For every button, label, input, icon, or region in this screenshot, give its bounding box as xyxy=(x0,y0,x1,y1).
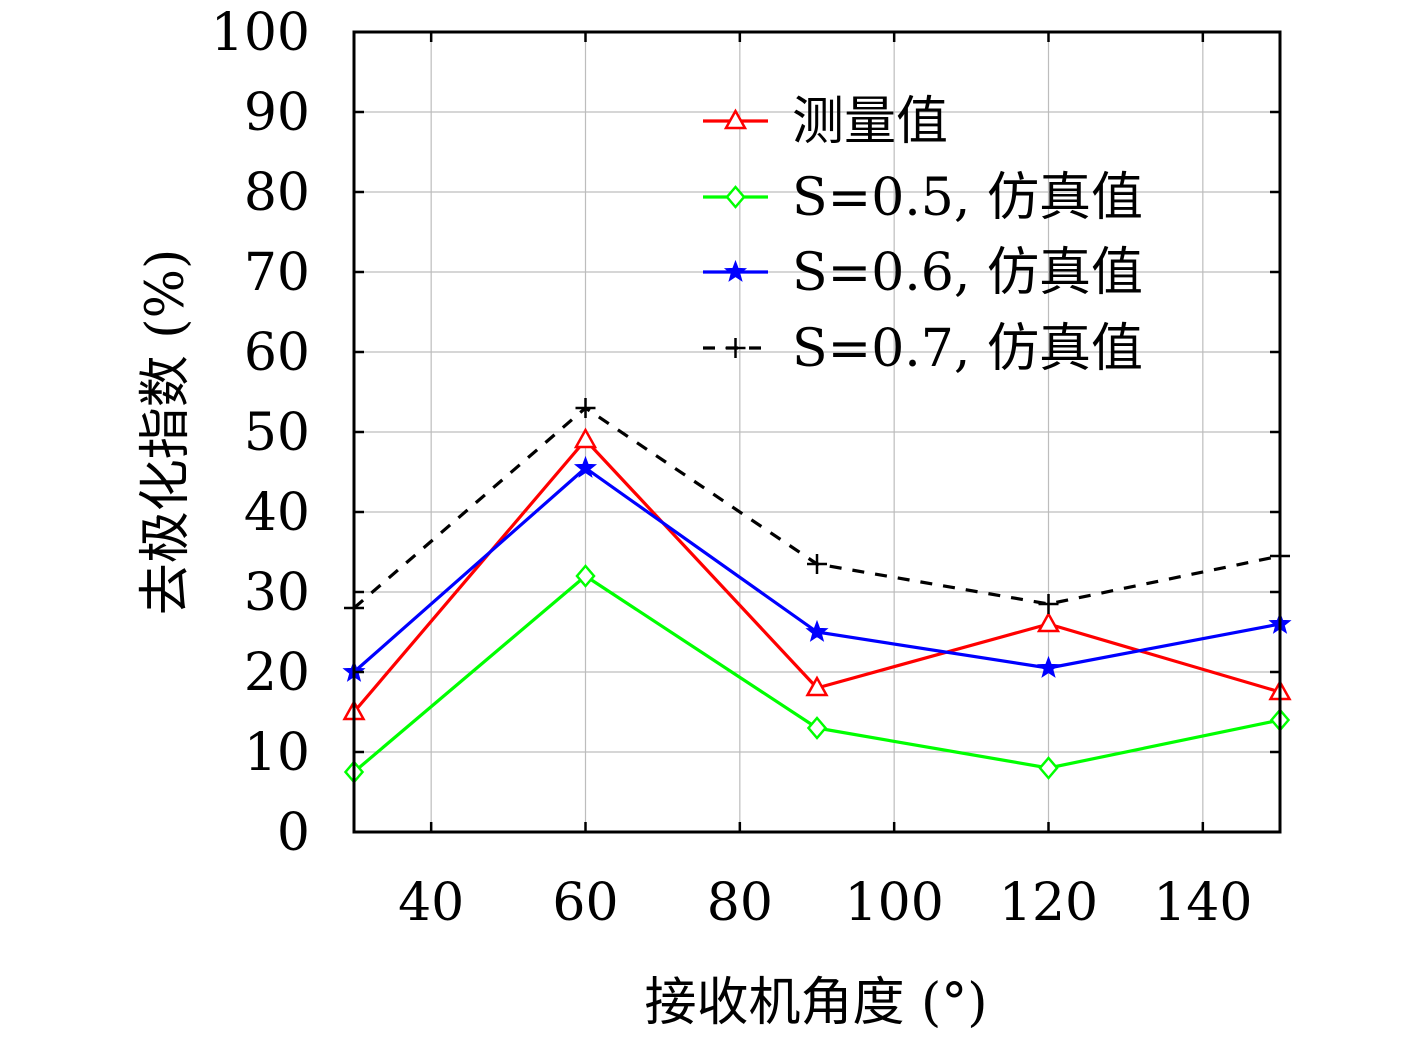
data-point xyxy=(1038,756,1059,780)
legend-entry: S=0.6, 仿真值 xyxy=(703,243,1143,303)
y-tick-label: 60 xyxy=(244,323,310,383)
data-point xyxy=(573,427,598,449)
data-point xyxy=(806,716,828,740)
series-layer xyxy=(342,398,1292,784)
x-tick-label: 60 xyxy=(552,873,618,933)
legend-swatch-marker xyxy=(723,108,748,130)
legend-swatch-marker xyxy=(725,185,746,209)
y-tick-label: 70 xyxy=(244,243,310,303)
legend-label: S=0.6, 仿真值 xyxy=(792,243,1143,303)
y-tick-label: 90 xyxy=(244,83,310,143)
legend-entry: S=0.5, 仿真值 xyxy=(703,168,1143,228)
x-tick-label: 40 xyxy=(398,873,464,933)
data-point xyxy=(807,554,827,574)
data-point xyxy=(575,398,596,418)
y-tick-label: 20 xyxy=(244,643,310,703)
legend-label: S=0.7, 仿真值 xyxy=(792,319,1143,379)
y-axis-label: 去极化指数 (%) xyxy=(136,249,196,616)
legend-entry: 测量值 xyxy=(703,92,948,152)
y-tick-label: 100 xyxy=(211,3,310,63)
y-tick-label: 30 xyxy=(244,563,310,623)
y-tick-label: 40 xyxy=(244,483,310,543)
legend-label: S=0.5, 仿真值 xyxy=(792,168,1143,228)
legend-swatch-marker xyxy=(723,259,748,282)
legend: 测量值 S=0.5, 仿真值 S=0.6, 仿真值 S=0.7, 仿真值 xyxy=(703,92,1143,379)
data-point xyxy=(1036,611,1061,633)
x-tick-label: 80 xyxy=(707,873,773,933)
legend-swatch-marker xyxy=(725,338,746,358)
x-tick-label: 100 xyxy=(845,873,944,933)
data-point xyxy=(805,675,829,697)
y-tick-labels: 0 10 20 30 40 50 60 70 80 90 100 xyxy=(211,3,310,863)
x-tick-label: 120 xyxy=(999,873,1098,933)
series-line xyxy=(352,574,1281,774)
y-tick-label: 50 xyxy=(244,403,310,463)
data-point xyxy=(1036,655,1061,678)
x-tick-label: 140 xyxy=(1153,873,1252,933)
grid-lines xyxy=(354,31,1280,833)
data-point xyxy=(805,619,829,642)
data-point xyxy=(573,455,598,478)
data-point xyxy=(575,564,596,588)
y-tick-label: 10 xyxy=(244,723,310,783)
data-point xyxy=(1038,594,1059,614)
series-1 xyxy=(342,427,1292,721)
y-tick-label: 0 xyxy=(277,803,310,863)
axis-ticks xyxy=(354,30,1280,834)
x-tick-labels: 40 60 80 100 120 140 xyxy=(398,873,1252,933)
y-tick-label: 80 xyxy=(244,163,310,223)
legend-entry: S=0.7, 仿真值 xyxy=(703,319,1143,379)
legend-label: 测量值 xyxy=(792,92,948,152)
series-4 xyxy=(344,398,1290,618)
series-line xyxy=(352,406,1281,610)
series-line xyxy=(352,438,1281,714)
series-2 xyxy=(343,564,1291,784)
x-axis-label: 接收机角度 (°) xyxy=(644,973,987,1033)
